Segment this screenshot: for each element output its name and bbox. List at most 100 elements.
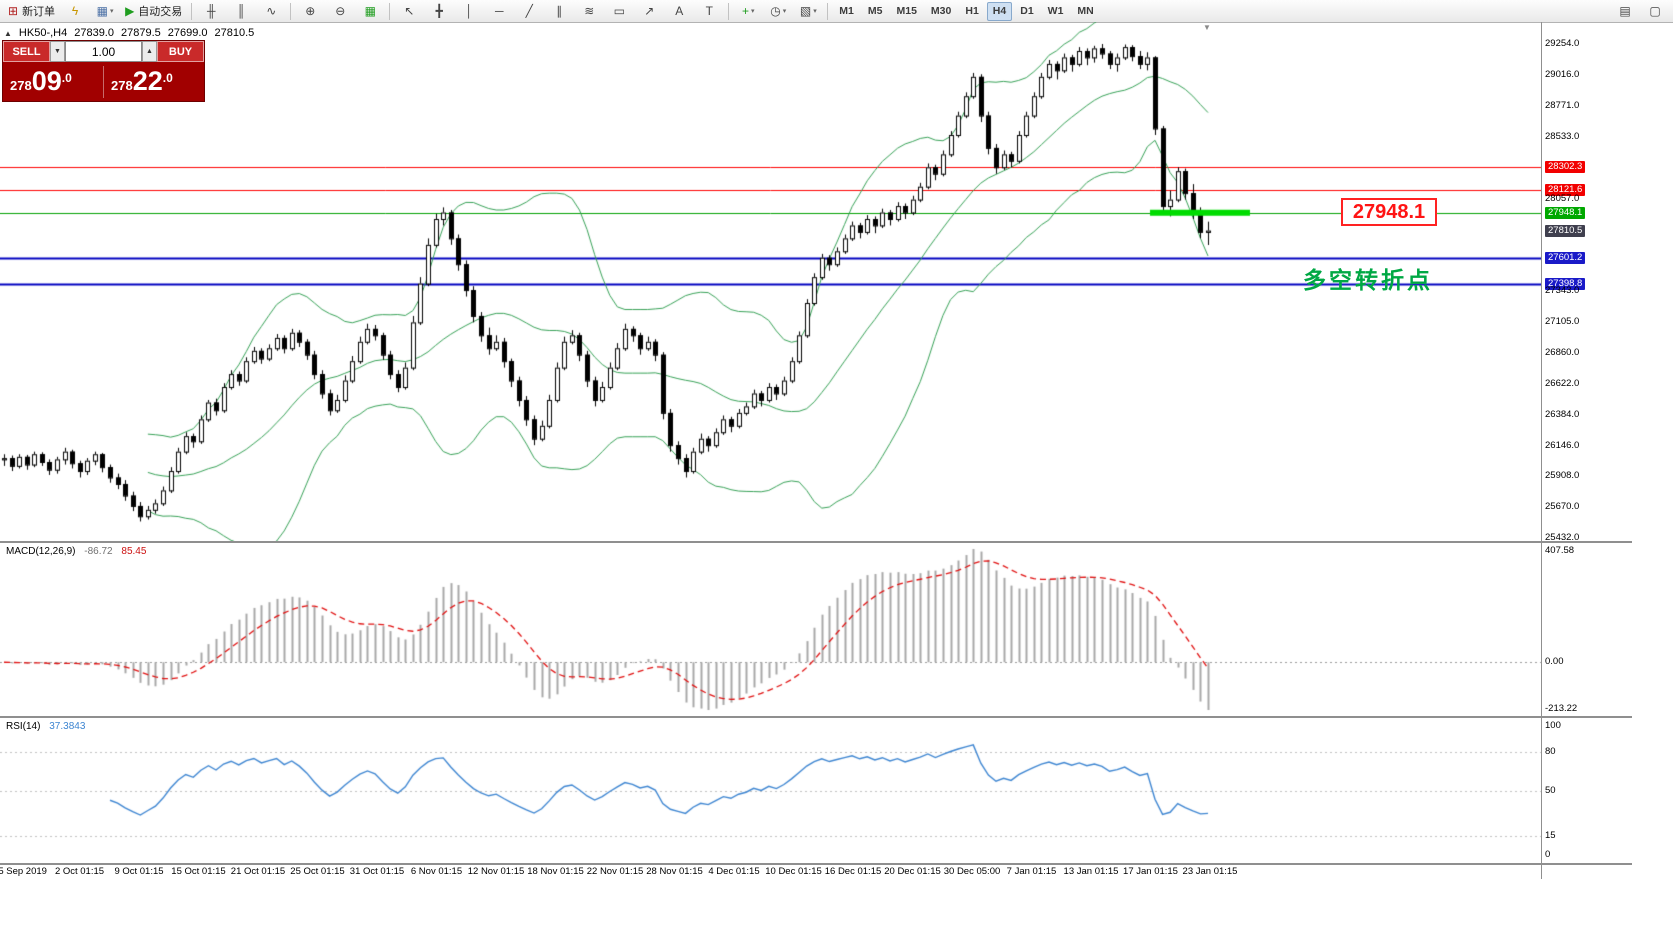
rsi-panel-canvas[interactable] (0, 718, 1541, 863)
rsi-panel-divider[interactable] (0, 716, 1632, 718)
rsi-name: RSI(14) (6, 721, 41, 732)
sell-price-big: 09 (31, 66, 62, 96)
time-axis-label: 22 Nov 01:15 (586, 866, 644, 877)
price-axis-label: 27398.8 (1545, 277, 1586, 290)
price-axis-label: 25908.0 (1545, 470, 1580, 482)
price-axis-label: 28533.0 (1545, 131, 1580, 143)
price-axis-label: 25432.0 (1545, 532, 1580, 543)
sell-price-prefix: 278 (10, 78, 32, 93)
shapes-button[interactable]: ▭ (605, 1, 633, 22)
lightning-icon: ϟ (71, 4, 79, 18)
price-axis[interactable]: 29254.0 29016.0 28771.0 28533.0 28302.3 28121… (1541, 22, 1633, 879)
cursor-button[interactable]: ↖ (395, 1, 423, 22)
sell-button[interactable]: SELL (3, 41, 50, 62)
timeframe-d1[interactable]: D1 (1020, 4, 1034, 17)
channel-button[interactable]: ∥ (545, 1, 573, 22)
sell-price-button[interactable]: 278 09.0 (3, 68, 103, 95)
zoom-in-button[interactable]: ⊕ (296, 1, 324, 22)
price-axis-label: 26384.0 (1545, 408, 1580, 420)
rsi-axis-label: 15 (1545, 829, 1556, 841)
indicators-button[interactable]: + ▾ (734, 1, 762, 22)
timeframe-h4[interactable]: H4 (986, 1, 1013, 21)
label-icon: T (705, 4, 713, 18)
new-chart-button[interactable]: ▦ ▾ (91, 1, 119, 22)
vertical-line-button[interactable]: │ (455, 1, 483, 22)
label-button[interactable]: T (695, 1, 723, 22)
fibonacci-icon: ≋ (584, 4, 595, 18)
dropdown-caret-icon: ▾ (782, 8, 787, 15)
timeframe-m30[interactable]: M30 (930, 4, 952, 17)
buy-price-button[interactable]: 278 22.0 (104, 68, 204, 95)
crosshair-button[interactable]: ╋ (425, 1, 453, 22)
time-axis-label: 25 Oct 01:15 (290, 866, 345, 877)
time-axis-label: 17 Jan 01:15 (1123, 866, 1178, 877)
timeframe-m1[interactable]: M1 (839, 4, 854, 17)
price-axis-label: 27105.0 (1545, 315, 1580, 327)
templates-button[interactable]: ▧ ▾ (794, 1, 822, 22)
arrows-button[interactable]: ↗ (635, 1, 663, 22)
volume-input[interactable] (65, 41, 142, 62)
chart-window-icon: ▦ (96, 4, 108, 18)
time-axis-label: 23 Jan 01:15 (1182, 866, 1238, 877)
metaeditor-button[interactable]: ϟ (61, 1, 89, 22)
time-axis-label: 7 Jan 01:15 (1006, 866, 1057, 877)
panel-icon: ▤ (1619, 4, 1631, 18)
shapes-icon: ▭ (613, 4, 625, 18)
time-axis-label: 13 Jan 01:15 (1063, 866, 1119, 877)
timeframe-h1[interactable]: H1 (965, 4, 979, 17)
template-icon: ▧ (799, 4, 812, 18)
price-chart-canvas[interactable] (0, 22, 1541, 541)
volume-increase-button[interactable]: ▲ (142, 41, 157, 62)
dropdown-caret-icon: ▾ (109, 8, 114, 15)
bar-chart-button[interactable]: ╫ (197, 1, 225, 22)
time-axis-label: 4 Dec 01:15 (708, 866, 760, 877)
fullscreen-button[interactable]: ▢ (1641, 1, 1669, 22)
time-axis-label: 28 Nov 01:15 (646, 866, 703, 877)
dropdown-caret-icon: ▾ (813, 8, 817, 15)
timeframe-m15[interactable]: M15 (896, 4, 917, 17)
close-value: 27810.5 (214, 27, 255, 39)
zoom-in-icon: ⊕ (305, 4, 316, 18)
timeframe-mn[interactable]: MN (1077, 4, 1094, 17)
periods-button[interactable]: ◷ ▾ (764, 1, 792, 22)
tile-windows-button[interactable]: ▦ (356, 1, 384, 22)
data-window-button[interactable]: ▤ (1611, 1, 1639, 22)
autotrading-button[interactable]: ▶ 自动交易 (121, 1, 186, 22)
price-axis-label: 28121.6 (1545, 184, 1586, 197)
time-axis-divider[interactable] (0, 863, 1632, 865)
price-axis-label: 28771.0 (1545, 100, 1580, 112)
volume-decrease-button[interactable]: ▼ (50, 41, 65, 62)
price-axis-label: 27948.1 (1545, 206, 1586, 219)
toolbar-separator (389, 2, 391, 20)
trade-panel-collapse-icon[interactable]: ▲ (4, 28, 12, 38)
line-chart-icon: ∿ (266, 4, 277, 18)
trendline-button[interactable]: ╱ (515, 1, 543, 22)
trade-panel-divider (103, 65, 104, 98)
macd-panel-canvas[interactable] (0, 543, 1541, 716)
toolbar-separator (191, 2, 193, 20)
chart-shift-marker-icon[interactable]: ▼ (1203, 23, 1211, 32)
buy-price-big: 22 (132, 66, 163, 96)
bar-chart-icon: ╫ (207, 4, 216, 18)
time-axis[interactable]: 25 Sep 2019 2 Oct 01:15 9 Oct 01:15 15 Oct … (0, 865, 1541, 879)
time-axis-label: 9 Oct 01:15 (114, 866, 164, 877)
time-axis-label: 10 Dec 01:15 (765, 866, 822, 877)
horizontal-line-button[interactable]: ─ (485, 1, 513, 22)
time-axis-label: 30 Dec 05:00 (943, 866, 1001, 877)
line-chart-button[interactable]: ∿ (257, 1, 285, 22)
time-axis-label: 12 Nov 01:15 (467, 866, 525, 877)
zoom-out-button[interactable]: ⊖ (326, 1, 354, 22)
fibonacci-button[interactable]: ≋ (575, 1, 603, 22)
timeframe-m5[interactable]: M5 (867, 4, 883, 17)
price-axis-label: 25670.0 (1545, 501, 1580, 513)
macd-panel-divider[interactable] (0, 541, 1632, 543)
price-axis-label: 27601.2 (1545, 251, 1586, 264)
new-order-button[interactable]: ⊞ 新订单 (4, 1, 59, 22)
timeframe-w1[interactable]: W1 (1047, 4, 1064, 17)
rsi-indicator-label: RSI(14) 37.3843 (6, 721, 85, 732)
candlestick-chart-button[interactable]: ║ (227, 1, 255, 22)
buy-button[interactable]: BUY (157, 41, 204, 62)
tile-windows-icon: ▦ (364, 4, 376, 18)
text-button[interactable]: A (665, 1, 693, 22)
